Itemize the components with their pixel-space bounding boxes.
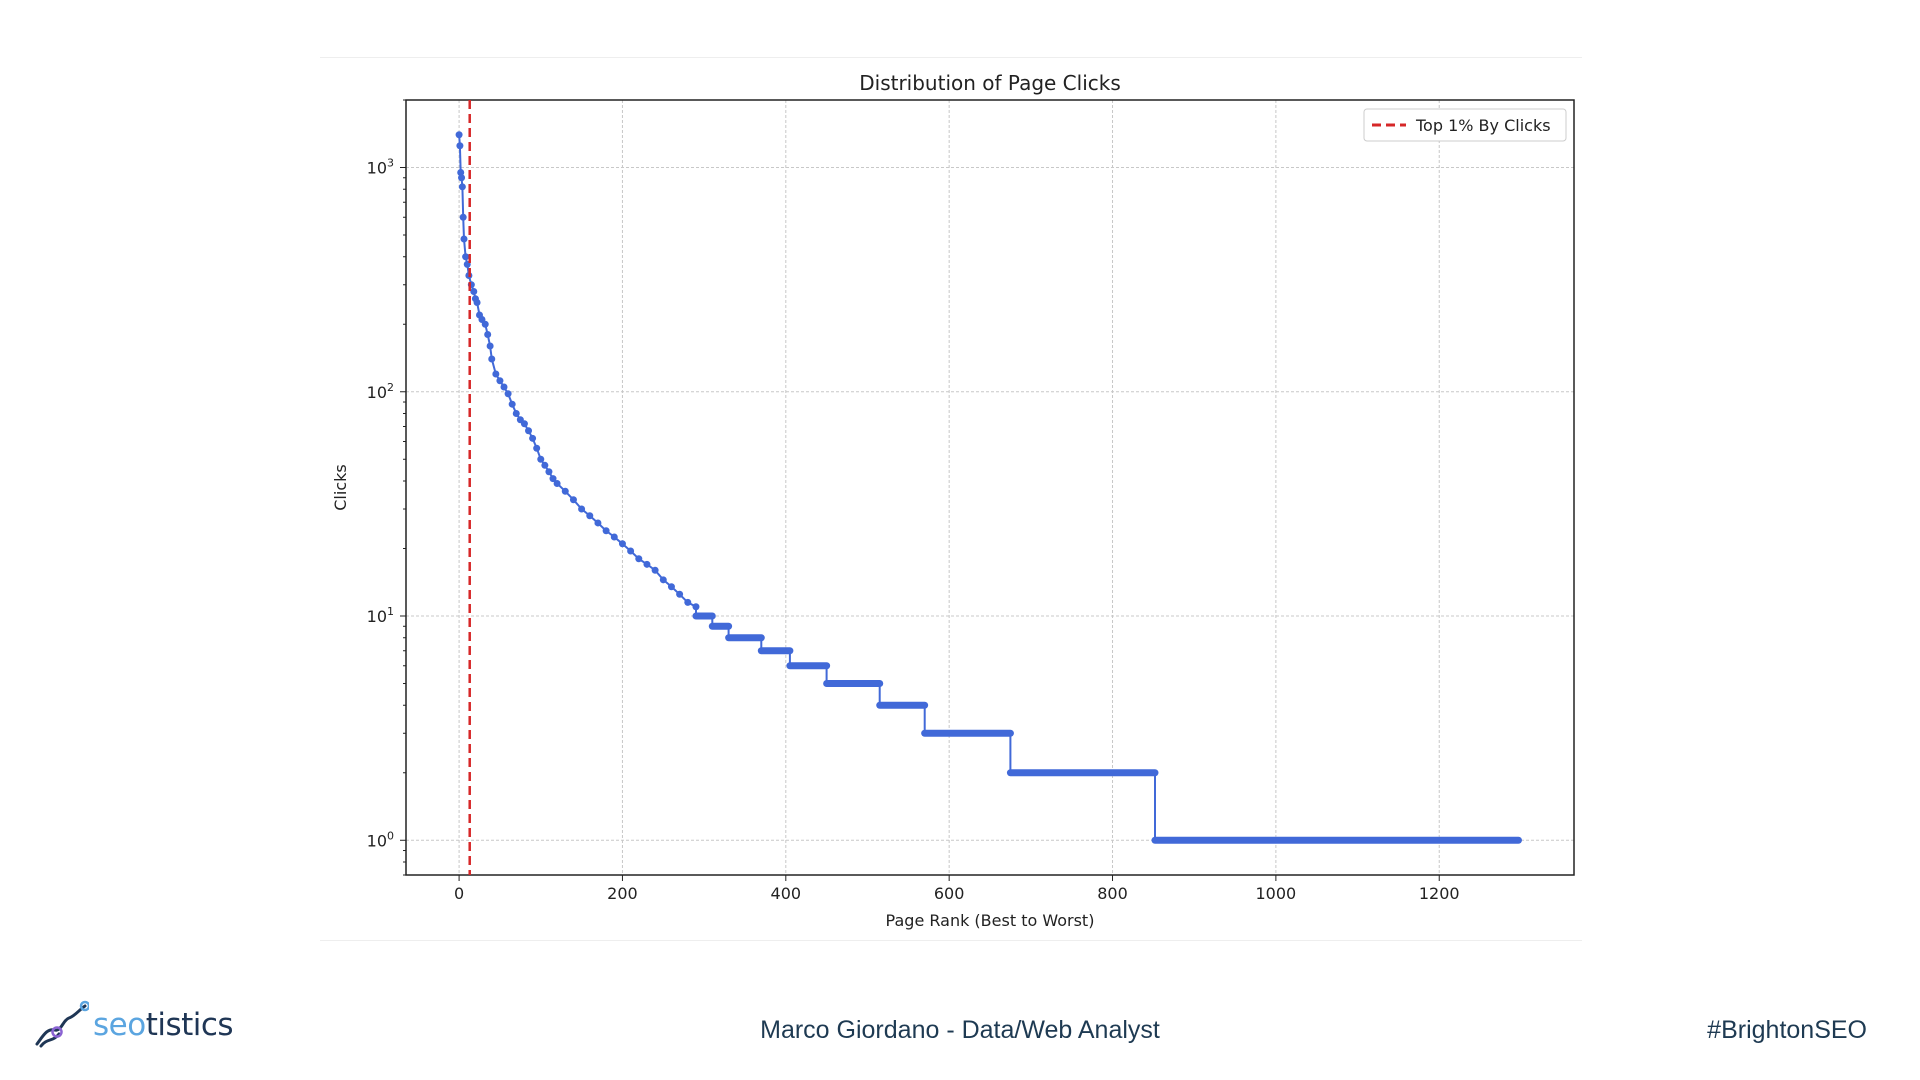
data-point xyxy=(500,383,508,391)
x-tick-label: 1000 xyxy=(1256,884,1297,903)
data-point xyxy=(460,235,468,243)
data-point xyxy=(561,487,569,495)
chart: 0 200 400 600 800 1000 1200 100 101 102 103 Distrib… xyxy=(331,71,1575,930)
data-point xyxy=(659,576,667,584)
data-point xyxy=(553,479,561,487)
data-point xyxy=(512,409,520,417)
data-point xyxy=(457,169,465,177)
data-point xyxy=(529,434,537,442)
data-point xyxy=(549,475,557,483)
x-tick-label: 0 xyxy=(454,884,464,903)
data-point xyxy=(541,461,549,469)
presenter-credit: Marco Giordano - Data/Web Analyst xyxy=(760,1016,1160,1044)
x-tick-label: 400 xyxy=(771,884,802,903)
event-hashtag: #BrightonSEO xyxy=(1707,1016,1867,1044)
legend-box xyxy=(1363,108,1567,142)
chart-panel: 0 200 400 600 800 1000 1200 100 101 102 103 Distrib… xyxy=(320,57,1582,941)
plot-frame xyxy=(405,99,1575,876)
data-point xyxy=(459,213,467,221)
y-tick-label: 100 xyxy=(367,829,394,850)
data-point xyxy=(455,131,463,139)
data-point xyxy=(458,174,466,182)
data-point xyxy=(496,377,504,385)
data-point xyxy=(578,505,586,513)
seotistics-logo: seotistics xyxy=(33,1000,234,1050)
data-point xyxy=(486,342,494,350)
x-tick-label: 200 xyxy=(607,884,638,903)
data-point xyxy=(492,370,500,378)
data-point xyxy=(676,590,684,598)
data-point xyxy=(462,253,470,261)
data-point xyxy=(533,444,541,452)
x-tick-label: 800 xyxy=(1097,884,1128,903)
data-point xyxy=(692,603,700,611)
data-point xyxy=(643,560,651,568)
y-tick-label: 102 xyxy=(367,381,394,402)
chart-title: Distribution of Page Clicks xyxy=(859,71,1121,95)
y-tick-label: 101 xyxy=(367,605,394,626)
data-point xyxy=(684,598,692,606)
data-point xyxy=(520,420,528,428)
data-point xyxy=(610,533,618,541)
data-point xyxy=(586,512,594,520)
data-point xyxy=(651,566,659,574)
data-point xyxy=(635,555,643,563)
data-point xyxy=(456,142,464,150)
x-tick-label: 1200 xyxy=(1419,884,1460,903)
data-point xyxy=(470,287,478,295)
data-point xyxy=(481,320,489,328)
data-point xyxy=(545,468,553,476)
data-point xyxy=(602,527,610,535)
data-point xyxy=(508,400,516,408)
y-axis-label: Clicks xyxy=(331,464,350,510)
logo-mark-icon xyxy=(35,1000,89,1048)
data-point xyxy=(627,547,635,555)
logo-wordmark: seotistics xyxy=(93,1007,234,1043)
data-point xyxy=(484,331,492,339)
legend-label: Top 1% By Clicks xyxy=(1415,116,1551,135)
data-point xyxy=(594,519,602,527)
data-point xyxy=(667,583,675,591)
data-point xyxy=(458,183,466,191)
data-point xyxy=(537,455,545,463)
data-point xyxy=(488,355,496,363)
data-point xyxy=(504,390,512,398)
data-point xyxy=(618,540,626,548)
data-point xyxy=(525,427,533,435)
x-axis-label: Page Rank (Best to Worst) xyxy=(886,911,1095,930)
data-point xyxy=(473,299,481,307)
x-tick-label: 600 xyxy=(934,884,965,903)
y-tick-label: 103 xyxy=(367,157,394,178)
data-point xyxy=(569,496,577,504)
